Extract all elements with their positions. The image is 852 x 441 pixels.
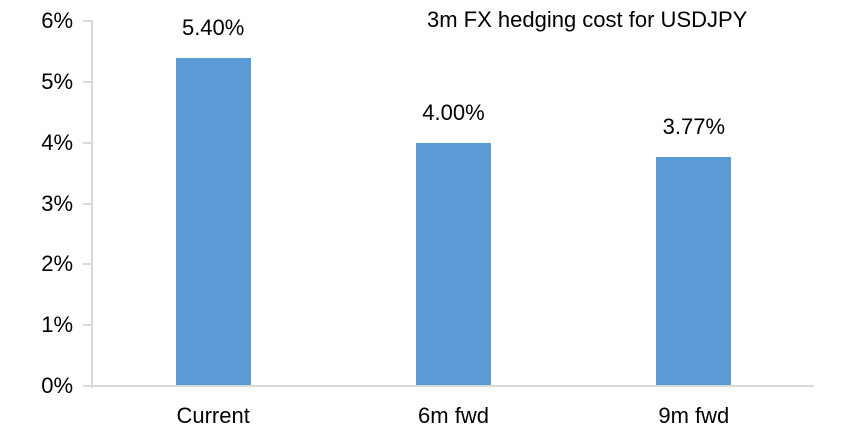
bar (175, 57, 251, 385)
y-tick-label: 1% (41, 312, 73, 338)
y-axis-line (91, 20, 93, 388)
chart-title: 3m FX hedging cost for USDJPY (427, 7, 748, 32)
bar-value-label: 4.00% (422, 99, 485, 125)
x-category-label: 6m fwd (418, 403, 489, 428)
bar-value-label: 5.40% (181, 14, 245, 40)
y-tick-label: 2% (41, 251, 73, 277)
y-tick-mark (83, 20, 91, 22)
y-tick-mark (83, 263, 91, 266)
bar (416, 142, 491, 385)
y-tick-label: 6% (41, 8, 73, 33)
x-category-label: Current (176, 403, 250, 428)
y-tick-label: 3% (41, 190, 73, 216)
y-tick-label: 4% (41, 129, 73, 155)
y-tick-mark (83, 385, 91, 387)
bar (656, 156, 732, 385)
y-tick-mark (83, 80, 91, 83)
x-category-label: 9m fwd (658, 403, 730, 428)
x-axis-line (91, 385, 814, 387)
y-tick-mark (83, 141, 91, 144)
y-tick-mark (83, 202, 91, 205)
y-tick-mark (83, 324, 91, 327)
y-tick-label: 0% (41, 373, 73, 398)
y-tick-label: 5% (41, 68, 73, 94)
bar-value-label: 3.77% (662, 113, 726, 139)
